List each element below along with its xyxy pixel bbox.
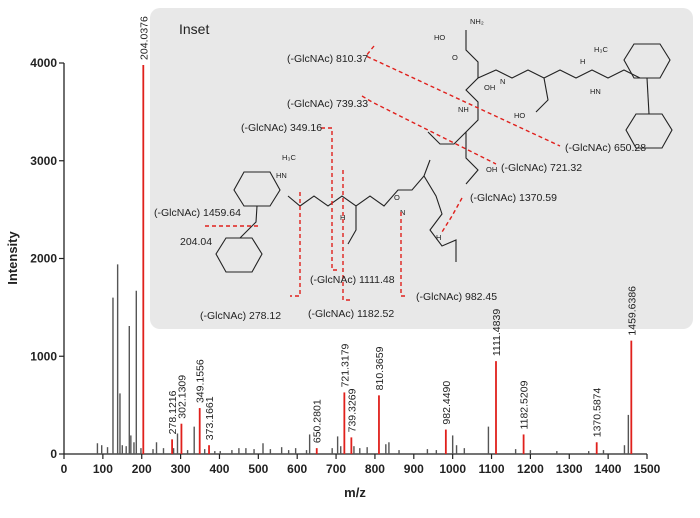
peak-label: 810.3659 bbox=[374, 346, 386, 390]
atom-label: HN bbox=[276, 171, 287, 180]
atom-label: H₃C bbox=[282, 153, 296, 162]
y-tick-label: 4000 bbox=[30, 56, 57, 70]
labeled-peaks bbox=[142, 64, 633, 454]
y-axis-title: Intensity bbox=[5, 231, 20, 285]
y-tick-label: 2000 bbox=[30, 252, 57, 266]
fragment-label: (-GlcNAc) 810.37 bbox=[287, 53, 368, 65]
peak-label: 739.3269 bbox=[346, 388, 358, 432]
peak-label: 373.1661 bbox=[204, 396, 216, 440]
x-tick-label: 700 bbox=[326, 462, 346, 476]
fragment-label: (-GlcNAc) 349.16 bbox=[241, 122, 322, 134]
y-tick-label: 3000 bbox=[30, 154, 57, 168]
atom-label: N bbox=[500, 77, 505, 86]
x-tick-label: 1500 bbox=[634, 462, 661, 476]
x-axis-title: m/z bbox=[344, 485, 366, 500]
peak-label: 1370.5874 bbox=[592, 387, 604, 437]
x-tick-label: 0 bbox=[61, 462, 68, 476]
x-tick-label: 200 bbox=[132, 462, 152, 476]
atom-label: H₃C bbox=[594, 45, 608, 54]
atom-label: HN bbox=[590, 87, 601, 96]
molecule-atom-labels: NH₂ HO O OH N H HN H₃C NH HO OH O N H HN… bbox=[276, 17, 608, 242]
x-tick-label: 500 bbox=[248, 462, 268, 476]
x-tick-label: 1200 bbox=[517, 462, 544, 476]
peak-label: 650.2801 bbox=[312, 399, 324, 443]
fragment-label: (-GlcNAc) 650.28 bbox=[565, 142, 646, 154]
x-tick-label: 1400 bbox=[595, 462, 622, 476]
x-axis-ticks: 0 100 200 300 400 500 600 700 800 900 1000 1100 1200… bbox=[61, 454, 661, 476]
atom-label: HO bbox=[434, 33, 445, 42]
atom-label: N bbox=[400, 208, 405, 217]
peak-label: 1111.4839 bbox=[491, 309, 503, 356]
peak-label: 349.1556 bbox=[195, 359, 207, 403]
y-tick-label: 1000 bbox=[30, 349, 57, 363]
fragment-label: (-GlcNAc) 1182.52 bbox=[308, 308, 394, 320]
atom-label: O bbox=[452, 53, 458, 62]
fragment-label: (-GlcNAc) 1370.59 bbox=[470, 192, 557, 204]
x-tick-label: 300 bbox=[171, 462, 191, 476]
atom-label: H bbox=[580, 57, 585, 66]
y-axis-ticks: 0 1000 2000 3000 4000 bbox=[30, 56, 64, 461]
atom-label: OH bbox=[486, 165, 497, 174]
fragment-label: (-GlcNAc) 1459.64 bbox=[154, 207, 241, 219]
peak-label: 302.1309 bbox=[176, 375, 188, 419]
inset-background bbox=[150, 8, 693, 329]
peak-label: 278.1216 bbox=[167, 390, 179, 434]
x-tick-label: 400 bbox=[209, 462, 229, 476]
y-tick-label: 0 bbox=[50, 447, 57, 461]
peak-label: 982.4490 bbox=[441, 381, 453, 425]
atom-label: O bbox=[394, 193, 400, 202]
molecule-structure bbox=[215, 30, 673, 273]
peak-label: 1459.6386 bbox=[626, 286, 638, 336]
fragment-label: (-GlcNAc) 982.45 bbox=[416, 291, 497, 303]
peak-label: 204.0376 bbox=[138, 16, 150, 60]
atom-label: H bbox=[340, 213, 345, 222]
x-tick-label: 1300 bbox=[556, 462, 583, 476]
x-tick-label: 1100 bbox=[479, 462, 505, 476]
fragment-label: (-GlcNAc) 721.32 bbox=[501, 162, 582, 174]
unlabeled-peaks bbox=[96, 264, 630, 454]
inset-title: Inset bbox=[179, 21, 209, 37]
peak-label: 721.3179 bbox=[339, 343, 351, 387]
atom-label: NH bbox=[458, 105, 469, 114]
fragment-label: (-GlcNAc) 1111.48 bbox=[310, 274, 395, 286]
fragment-labels: (-GlcNAc) 810.37 (-GlcNAc) 739.33 (-GlcN… bbox=[154, 53, 646, 322]
fragment-cleavage-lines bbox=[205, 45, 561, 301]
x-tick-label: 600 bbox=[287, 462, 307, 476]
x-tick-label: 100 bbox=[93, 462, 113, 476]
atom-label: HO bbox=[514, 111, 525, 120]
atom-label: OH bbox=[484, 83, 495, 92]
fragment-label: (-GlcNAc) 278.12 bbox=[200, 310, 281, 322]
x-tick-label: 900 bbox=[404, 462, 424, 476]
fragment-label: (-GlcNAc) 739.33 bbox=[287, 98, 368, 110]
peak-label: 1182.5209 bbox=[519, 380, 531, 429]
fragment-label: 204.04 bbox=[180, 236, 212, 248]
atom-label: NH₂ bbox=[470, 17, 484, 26]
x-tick-label: 800 bbox=[365, 462, 385, 476]
atom-label: H bbox=[436, 233, 441, 242]
inset-panel: Inset NH₂ HO O OH N H bbox=[150, 8, 693, 329]
x-tick-label: 1000 bbox=[439, 462, 466, 476]
